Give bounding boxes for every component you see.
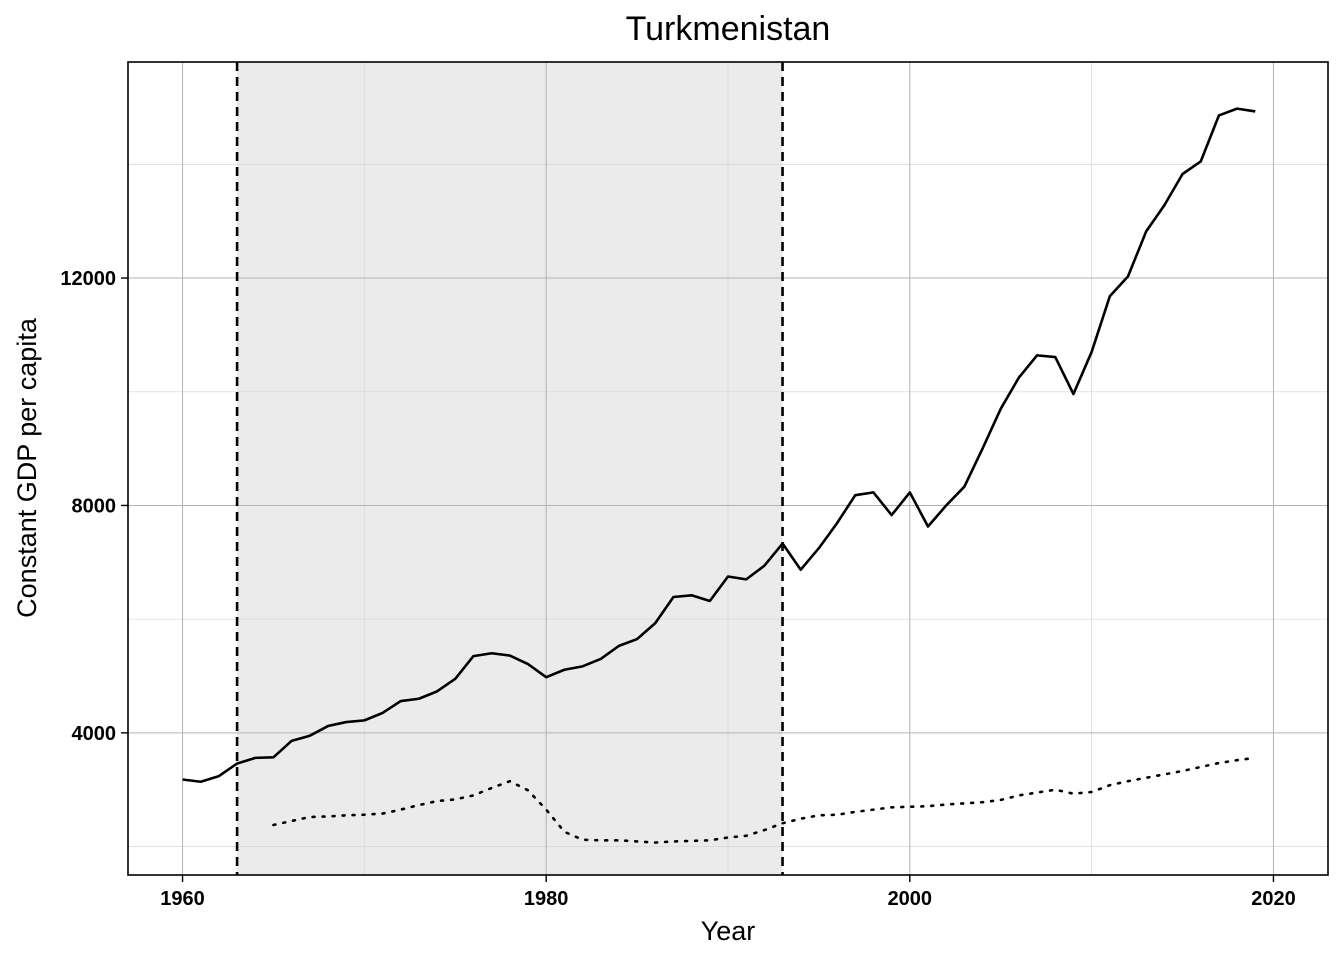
y-tick-label: 12000 [60,268,116,290]
series-line-solid [182,107,1256,784]
plot-border [127,61,1329,876]
chart-title: Turkmenistan [626,10,831,48]
y-axis-title: Constant GDP per capita [12,317,42,618]
x-tick-label: 1960 [160,888,205,910]
y-tick-label: 8000 [72,495,117,517]
y-tick-label: 4000 [72,723,117,745]
x-tick-label: 2000 [888,888,933,910]
shaded-period [237,62,783,875]
x-axis-title: Year [701,916,756,946]
plot-area: 1960 1980 2000 2020 4000 8000 12000 [60,61,1329,910]
series-line-dotted [272,756,1257,844]
x-tick-label: 2020 [1251,888,1296,910]
x-tick-label: 1980 [524,888,569,910]
